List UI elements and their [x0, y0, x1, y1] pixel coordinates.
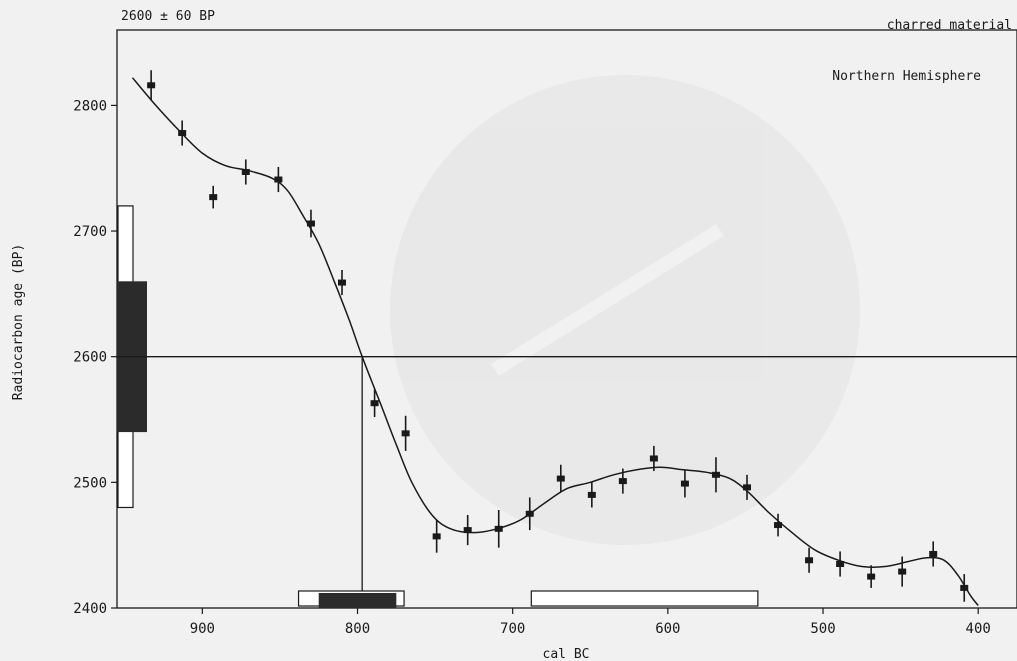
point-marker	[680, 480, 689, 487]
x-tick-label: 400	[966, 621, 991, 637]
data-point	[929, 541, 938, 567]
point-marker	[836, 561, 845, 568]
point-marker	[929, 550, 938, 557]
point-marker	[743, 484, 751, 491]
point-marker	[178, 130, 187, 137]
point-marker	[147, 82, 156, 89]
point-marker	[401, 430, 410, 437]
data-point	[209, 185, 218, 209]
data-point	[494, 509, 503, 548]
data-point	[649, 445, 658, 472]
point-marker	[556, 475, 565, 482]
point-marker	[805, 557, 814, 564]
data-point	[178, 120, 187, 146]
x-tick-label: 900	[190, 621, 215, 637]
one-sigma-range	[318, 593, 397, 608]
data-point	[867, 565, 876, 588]
data-point	[370, 389, 379, 418]
header-right: charred material	[887, 18, 1012, 33]
data-point	[711, 457, 720, 493]
data-point	[147, 70, 156, 101]
calibration-curve	[131, 77, 979, 606]
data-point	[306, 209, 315, 238]
data-point	[556, 464, 565, 493]
x-tick-label: 800	[345, 621, 370, 637]
legend-label: Northern Hemisphere	[832, 69, 981, 84]
point-marker	[711, 471, 720, 478]
axis-ticks: 900 800 700 600 500 400 2400 2500 2600 2700 2800	[73, 98, 991, 637]
point-marker	[463, 527, 472, 534]
point-marker	[587, 491, 596, 498]
y-tick-label: 2600	[73, 350, 107, 366]
header-left: 2600 ± 60 BP	[121, 9, 215, 24]
data-point	[836, 551, 845, 577]
data-point	[274, 166, 283, 193]
point-marker	[209, 194, 218, 201]
point-marker	[494, 525, 503, 532]
x-tick-label: 500	[810, 621, 835, 637]
point-marker	[306, 220, 315, 227]
point-marker	[898, 568, 907, 575]
data-point	[805, 547, 814, 573]
data-point	[587, 482, 596, 508]
calibration-curve-line	[131, 77, 979, 606]
y-tick-label: 2400	[73, 601, 107, 617]
two-sigma-range	[530, 590, 759, 607]
calibrated-ranges	[297, 590, 759, 608]
x-tick-label: 600	[655, 621, 680, 637]
x-tick-label: 700	[500, 621, 525, 637]
data-point	[680, 469, 689, 498]
y-axis-label: Radiocarbon age (BP)	[11, 244, 26, 401]
data-point	[463, 515, 472, 546]
point-marker	[432, 533, 441, 540]
y-tick-label: 2800	[73, 98, 107, 114]
data-point	[774, 513, 783, 537]
y-tick-label: 2700	[73, 224, 107, 240]
point-marker	[274, 176, 283, 183]
point-marker	[774, 522, 783, 529]
data-point	[743, 474, 751, 500]
x-axis-label: cal BC	[543, 647, 590, 661]
data-point	[525, 497, 534, 531]
data-point	[618, 468, 627, 494]
data-point	[432, 520, 441, 553]
point-marker	[649, 455, 658, 462]
y-tick-label: 2500	[73, 475, 107, 491]
point-marker	[338, 279, 346, 286]
point-marker	[370, 400, 379, 407]
point-marker	[960, 584, 969, 591]
data-point	[338, 269, 346, 296]
point-marker	[867, 573, 876, 580]
background-watermark	[390, 75, 860, 545]
data-point	[241, 159, 250, 185]
data-point	[898, 556, 907, 587]
data-point	[960, 574, 969, 602]
point-marker	[241, 168, 250, 175]
reference-lines	[117, 356, 1017, 608]
point-marker	[525, 510, 534, 517]
point-marker	[618, 478, 627, 485]
data-points	[147, 70, 969, 602]
data-point	[401, 415, 410, 451]
